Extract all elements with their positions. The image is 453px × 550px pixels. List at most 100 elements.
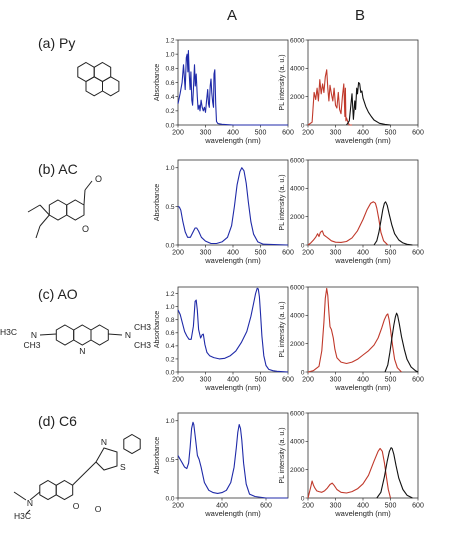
plot-frame xyxy=(177,39,289,126)
bond xyxy=(35,225,41,239)
chart-py-absorbance: 200 300 400 500 600 0.0 0.2 0.4 0.6 0.8 1.0 1.2 wave… xyxy=(154,37,294,145)
ring xyxy=(55,324,75,346)
x-tick-label: 300 xyxy=(200,130,212,137)
x-tick-label: 200 xyxy=(172,130,184,137)
y-tick-label: 1.0 xyxy=(165,304,174,311)
x-axis-label: wavelength (nm) xyxy=(334,136,391,145)
x-tick-label: 400 xyxy=(227,250,239,257)
x-tick-label: 500 xyxy=(385,250,397,257)
x-tick-label: 600 xyxy=(412,503,424,510)
x-tick-label: 600 xyxy=(412,377,424,384)
atom-label-n: N xyxy=(125,330,131,340)
bond xyxy=(13,491,27,501)
y-tick-label: 4000 xyxy=(290,186,305,193)
x-axis-label: wavelength (nm) xyxy=(204,136,261,145)
structure-ac: OO xyxy=(27,174,102,239)
ring xyxy=(102,76,120,97)
x-tick-label: 300 xyxy=(330,250,342,257)
y-tick-label: 2000 xyxy=(290,94,305,101)
plot-frame xyxy=(307,159,419,246)
x-tick-label: 300 xyxy=(330,503,342,510)
x-tick-label: 500 xyxy=(255,130,267,137)
ring xyxy=(66,199,85,221)
x-tick-label: 400 xyxy=(227,377,239,384)
y-axis-label: Absorbance xyxy=(154,311,161,348)
x-tick-label: 200 xyxy=(302,250,314,257)
y-tick-label: 0 xyxy=(301,122,305,129)
x-tick-label: 600 xyxy=(282,130,294,137)
x-tick-label: 200 xyxy=(302,503,314,510)
y-tick-label: 4000 xyxy=(290,313,305,320)
atom-label-s: S xyxy=(120,462,126,472)
x-tick-label: 500 xyxy=(385,503,397,510)
bond xyxy=(108,333,123,336)
x-axis-label: wavelength (nm) xyxy=(204,383,261,392)
series-line-0 xyxy=(307,201,389,246)
y-tick-label: 0.8 xyxy=(165,317,174,324)
x-tick-label: 200 xyxy=(172,250,184,257)
y-tick-label: 0.6 xyxy=(165,330,174,337)
y-tick-label: 6000 xyxy=(290,284,305,291)
y-axis-label: PL intensity (a. u.) xyxy=(279,301,286,357)
x-axis-label: wavelength (nm) xyxy=(204,509,261,518)
series-line-1 xyxy=(373,201,413,246)
x-axis-label: wavelength (nm) xyxy=(334,509,391,518)
molecule-label-3: (c) AO xyxy=(38,286,78,302)
series-line-0 xyxy=(177,50,288,126)
atom-label-n: N xyxy=(27,498,33,508)
atom-label-o: O xyxy=(82,224,89,234)
y-tick-label: 0.6 xyxy=(165,80,174,87)
chart-c6-absorbance: 200 400 600 0.0 0.5 1.0 wavelength (nm) Absorba… xyxy=(154,412,289,518)
y-axis-label: Absorbance xyxy=(154,437,161,474)
y-axis-label: PL intensity (a. u.) xyxy=(279,174,286,230)
y-tick-label: 0.5 xyxy=(165,204,174,211)
x-tick-label: 500 xyxy=(255,377,267,384)
bond xyxy=(83,189,86,206)
chart-ac-absorbance: 200 300 400 500 600 0.0 0.5 1.0 wavelength (nm) A… xyxy=(154,159,294,265)
bond xyxy=(39,333,57,336)
y-tick-label: 0.0 xyxy=(165,495,174,502)
bond xyxy=(27,204,41,213)
atom-label-o: O xyxy=(95,174,102,184)
bond xyxy=(25,509,31,515)
x-tick-label: 600 xyxy=(260,503,272,510)
bond xyxy=(39,204,50,216)
ring xyxy=(73,324,92,346)
series-line-0 xyxy=(307,447,392,499)
chart-ao-absorbance: 200 300 400 500 600 0.0 0.2 0.4 0.6 0.8 1.0 1.2 wave… xyxy=(154,286,294,392)
y-tick-label: 0.5 xyxy=(165,457,174,464)
atom-label-ch3: CH3 xyxy=(23,340,40,350)
y-tick-label: 2000 xyxy=(290,214,305,221)
y-axis-label: Absorbance xyxy=(154,184,161,221)
x-axis-label: wavelength (nm) xyxy=(334,383,391,392)
y-axis-label: PL intensity (a. u.) xyxy=(279,54,286,110)
y-tick-label: 6000 xyxy=(290,410,305,417)
molecule-label-4: (d) C6 xyxy=(38,413,77,429)
x-tick-label: 500 xyxy=(255,250,267,257)
plot-frame xyxy=(177,159,289,246)
series-line-1 xyxy=(376,447,413,499)
y-tick-label: 0 xyxy=(301,495,305,502)
x-tick-label: 600 xyxy=(282,250,294,257)
y-tick-label: 2000 xyxy=(290,467,305,474)
y-tick-label: 0.2 xyxy=(165,108,174,115)
y-tick-label: 0.8 xyxy=(165,66,174,73)
x-axis-label: wavelength (nm) xyxy=(204,256,261,265)
x-tick-label: 300 xyxy=(200,377,212,384)
y-tick-label: 1.2 xyxy=(165,291,174,298)
series-line-0 xyxy=(177,421,288,499)
series-line-0 xyxy=(307,69,352,126)
y-tick-label: 1.2 xyxy=(165,37,174,44)
x-tick-label: 400 xyxy=(357,250,369,257)
x-tick-label: 400 xyxy=(357,377,369,384)
y-axis-label: Absorbance xyxy=(154,64,161,101)
y-tick-label: 0.0 xyxy=(165,122,174,129)
x-tick-label: 200 xyxy=(302,130,314,137)
series-line-0 xyxy=(177,287,289,373)
x-tick-label: 400 xyxy=(227,130,239,137)
atom-label-n: N xyxy=(31,330,37,340)
atom-label-h3c: H3C xyxy=(14,511,31,521)
y-tick-label: 0.2 xyxy=(165,356,174,363)
y-tick-label: 1.0 xyxy=(165,418,174,425)
